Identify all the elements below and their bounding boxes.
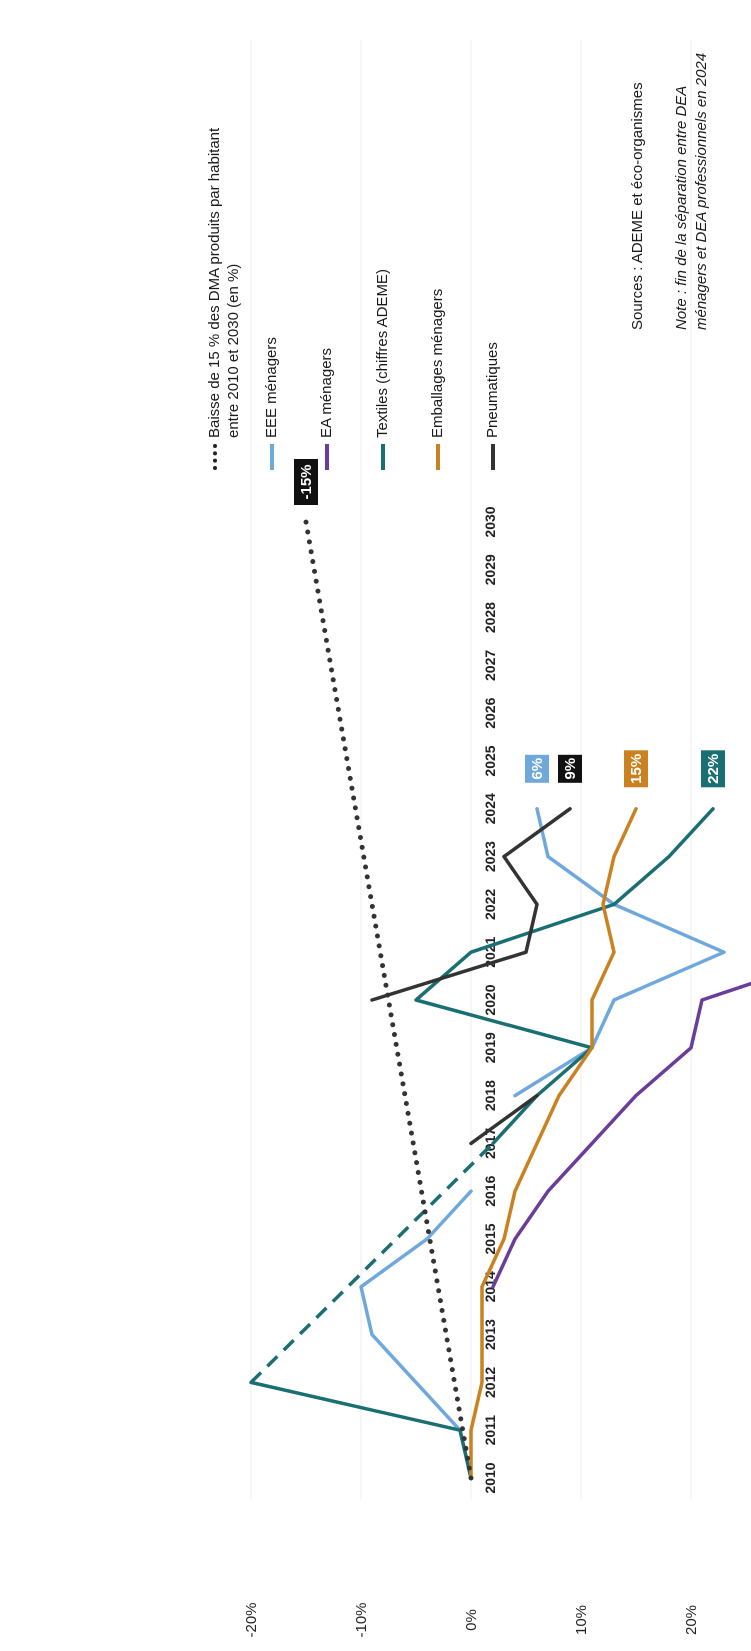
legend-label: Pneumatiques <box>484 342 501 438</box>
end-label-box <box>558 754 582 783</box>
end-label-eee: 6% <box>525 754 549 783</box>
end-label-textiles: 22% <box>701 750 725 788</box>
x-tick-label: 2012 <box>482 1367 498 1398</box>
x-tick-label: 2016 <box>482 1175 498 1206</box>
x-tick-label: 2028 <box>482 602 498 633</box>
legend-item-textiles: Textiles (chiffres ADEME) <box>373 269 392 470</box>
series-lines <box>249 519 751 1481</box>
legend-label: Emballages ménagers <box>429 288 446 438</box>
series-line-segment <box>370 807 572 1002</box>
legend-item-eee: EEE ménagers <box>262 337 281 470</box>
legend-swatch <box>270 444 274 470</box>
x-tick-label: 2026 <box>482 697 498 728</box>
x-tick-label: 2030 <box>482 506 498 537</box>
series-line-target <box>303 519 474 1481</box>
x-tick-label: 2015 <box>482 1223 498 1254</box>
end-label-text: 15% <box>628 754 645 784</box>
end-label-target: -15% <box>294 459 318 505</box>
y-tick-label: 10% <box>573 1605 590 1635</box>
series-line-segment <box>469 1093 539 1146</box>
legend-swatch <box>213 444 217 470</box>
gridlines <box>250 40 692 1500</box>
end-label-box <box>294 459 318 505</box>
legend-swatch <box>325 444 329 470</box>
x-tick-label: 2020 <box>482 984 498 1015</box>
x-tick-label: 2029 <box>482 554 498 585</box>
x-tick-label: 2025 <box>482 745 498 776</box>
series-line-segment <box>491 981 751 1289</box>
y-tick-label: 20% <box>683 1605 700 1635</box>
legend-item-target: Baisse de 15 % des DMA produits par habi… <box>205 128 243 470</box>
x-tick-label: 2023 <box>482 841 498 872</box>
y-tick-label: 0% <box>463 1609 480 1631</box>
x-tick-label: 2024 <box>482 793 498 824</box>
x-tick-label: 2019 <box>482 1032 498 1063</box>
x-tick-label: 2010 <box>482 1462 498 1493</box>
note-line-2: ménagers et DEA professionnels en 2024 <box>693 52 710 330</box>
series-gap-dashed <box>249 1142 495 1384</box>
legend-label-line2: entre 2010 et 2030 (en %) <box>225 263 242 438</box>
legend-item-pneumatiques: Pneumatiques <box>483 342 502 470</box>
end-label-text: 9% <box>562 758 579 780</box>
series-emballages <box>469 807 638 1480</box>
end-label-text: 6% <box>529 758 546 780</box>
y-tick-labels: 40%30%20%10%0%-10%-20% <box>243 1602 700 1637</box>
sources-text: Sources : ADEME et éco-organismes <box>629 82 646 330</box>
legend-label: Textiles (chiffres ADEME) <box>374 269 391 438</box>
x-tick-label: 2011 <box>482 1415 498 1446</box>
x-tick-label: 2027 <box>482 650 498 681</box>
end-label-pneumatiques: 9% <box>558 754 582 783</box>
legend-swatch <box>491 444 495 470</box>
end-label-box <box>701 750 725 788</box>
x-tick-label: 2022 <box>482 889 498 920</box>
end-label-box <box>525 754 549 783</box>
note-line-1: Note : fin de la séparation entre DEA <box>673 85 690 330</box>
series-ea <box>491 981 751 1289</box>
series-pneumatiques <box>370 807 572 1146</box>
series-target <box>303 519 474 1481</box>
y-tick-label: -20% <box>243 1602 260 1637</box>
series-line-segment <box>469 807 638 1480</box>
end-label-text: 22% <box>705 754 722 784</box>
legend-item-emballages: Emballages ménagers <box>428 289 447 470</box>
y-tick-label: -10% <box>353 1602 370 1637</box>
end-label-box <box>624 750 648 788</box>
x-tick-label: 2013 <box>482 1319 498 1350</box>
x-tick-label: 2018 <box>482 1080 498 1111</box>
legend-swatch <box>436 444 440 470</box>
legend-item-ea: EA ménagers <box>317 348 336 470</box>
end-labels: 6%31%22%15%9%-15% <box>294 459 725 788</box>
legend-label: EA ménagers <box>318 347 335 438</box>
end-label-emballages: 15% <box>624 750 648 788</box>
legend-label: Baisse de 15 % des DMA produits par habi… <box>206 127 223 438</box>
x-tick-labels: 2010201120122013201420152016201720182019… <box>482 506 498 1493</box>
end-label-text: -15% <box>298 464 315 499</box>
legend-label: EEE ménagers <box>263 337 280 438</box>
series-line-segment <box>249 1380 473 1480</box>
legend-swatch <box>381 444 385 470</box>
